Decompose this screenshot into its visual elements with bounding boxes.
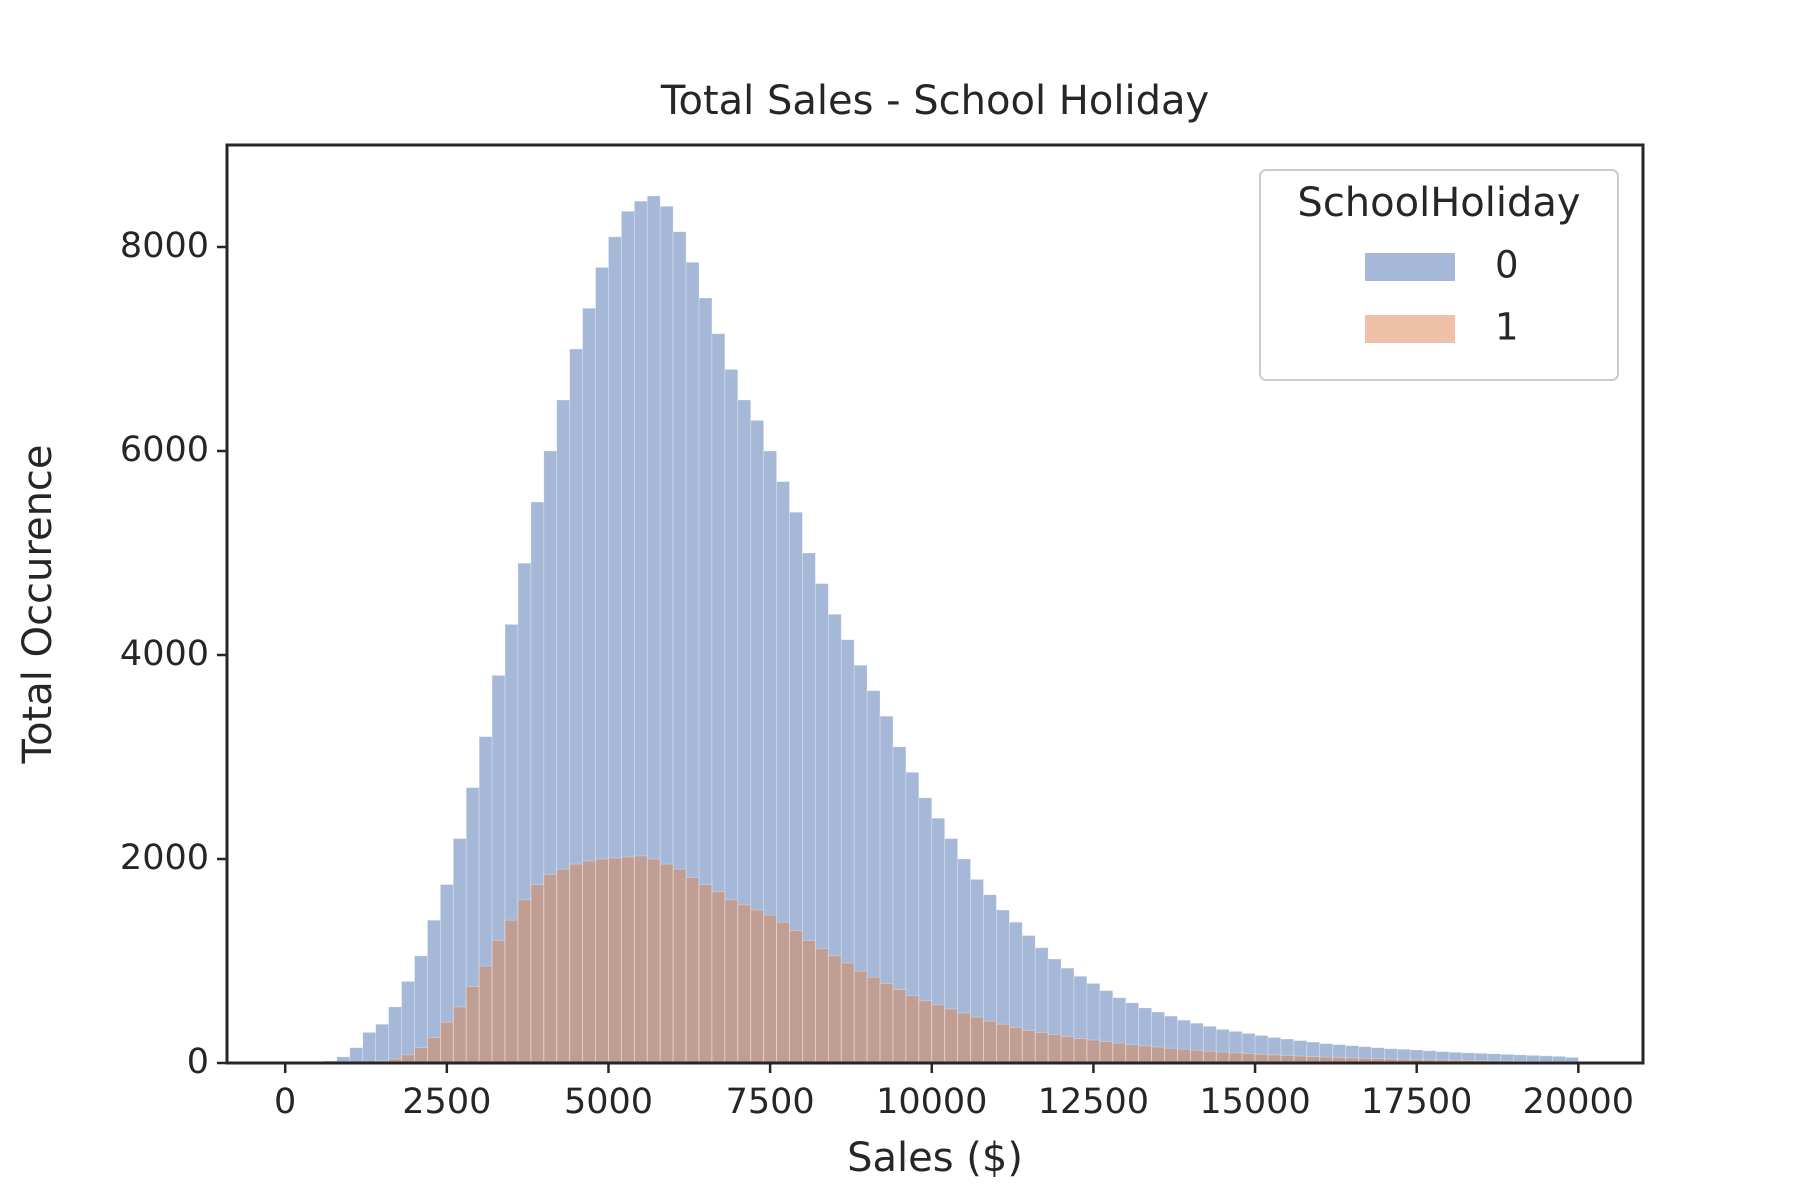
x-tick-label: 12500 xyxy=(1038,1082,1149,1122)
histogram-bar xyxy=(569,863,584,1064)
histogram-bar xyxy=(789,930,803,1064)
histogram-bar xyxy=(827,955,842,1064)
histogram-bar xyxy=(1047,1034,1062,1064)
histogram-bar xyxy=(1008,1026,1023,1064)
histogram-bar xyxy=(1021,1029,1036,1064)
histogram-bar xyxy=(465,986,480,1064)
histogram-bar xyxy=(595,858,609,1064)
histogram-bar xyxy=(1151,1046,1165,1064)
histogram-bar xyxy=(1125,1044,1140,1064)
x-tick-label: 10000 xyxy=(876,1082,987,1122)
y-tick-label: 0 xyxy=(187,1042,209,1082)
histogram-bar xyxy=(659,863,674,1064)
histogram-bar xyxy=(931,1004,946,1064)
legend-swatch xyxy=(1365,315,1455,343)
histogram-bar xyxy=(1073,1038,1088,1064)
histogram-bar xyxy=(401,981,415,1064)
y-tick-label: 4000 xyxy=(120,634,209,674)
histogram-bar xyxy=(556,868,571,1064)
histogram-bar xyxy=(349,1047,364,1064)
histogram-bar xyxy=(892,989,907,1064)
histogram-bar xyxy=(1189,1049,1204,1064)
histogram-bar xyxy=(362,1032,377,1064)
histogram-bar xyxy=(1138,1045,1153,1064)
histogram-bar xyxy=(608,857,622,1064)
histogram-bar xyxy=(724,899,739,1064)
histogram-bar xyxy=(582,860,596,1064)
x-tick-label: 20000 xyxy=(1523,1082,1634,1122)
histogram-bar xyxy=(439,1021,454,1064)
histogram-bar xyxy=(1060,1036,1075,1064)
histogram-bar xyxy=(1177,1048,1191,1064)
plot-frame xyxy=(225,143,1645,1065)
histogram-bar xyxy=(698,884,713,1064)
histogram-bar xyxy=(1112,1042,1127,1064)
x-tick-label: 5000 xyxy=(564,1082,653,1122)
histogram-bar xyxy=(970,1016,984,1064)
y-axis-label: Total Occurence xyxy=(15,444,61,764)
histogram-bar xyxy=(517,899,532,1064)
legend-swatch xyxy=(1365,253,1455,281)
histogram-bar xyxy=(763,914,777,1064)
legend-label: 0 xyxy=(1495,244,1519,287)
histogram-bar xyxy=(1164,1047,1178,1064)
histogram-bar xyxy=(504,919,519,1064)
histogram-bar xyxy=(776,921,790,1064)
y-tick-label: 6000 xyxy=(120,430,209,470)
histogram-bar xyxy=(414,955,428,1064)
histogram-bar xyxy=(646,858,661,1064)
y-tick-label: 8000 xyxy=(120,226,209,266)
histogram-bar xyxy=(750,909,765,1064)
histogram-series xyxy=(362,855,1579,1064)
histogram-bar xyxy=(478,965,493,1064)
histogram-bar xyxy=(388,1006,402,1064)
legend-title: SchoolHoliday xyxy=(1297,180,1580,226)
histogram-bar xyxy=(621,856,635,1064)
histogram-bar xyxy=(737,904,752,1064)
legend-label: 1 xyxy=(1495,306,1519,349)
histogram-bar xyxy=(530,884,545,1064)
histogram-bar xyxy=(983,1020,997,1064)
x-axis-label: Sales ($) xyxy=(847,1135,1023,1181)
histogram-bar xyxy=(879,983,894,1064)
histogram-bar xyxy=(685,876,700,1064)
histogram-bar xyxy=(866,976,881,1064)
histogram-bar xyxy=(918,1000,933,1064)
histogram-bar xyxy=(452,1006,467,1064)
histogram-bar xyxy=(711,891,726,1064)
x-tick-label: 17500 xyxy=(1361,1082,1472,1122)
histogram-bar xyxy=(414,1047,428,1064)
x-tick-label: 2500 xyxy=(402,1082,491,1122)
histogram-bar xyxy=(491,940,506,1064)
histogram-bar xyxy=(905,995,920,1064)
histogram-bar xyxy=(1215,1051,1230,1064)
histogram-bar xyxy=(957,1012,971,1064)
histogram-bar xyxy=(996,1023,1010,1064)
histogram-bar xyxy=(543,873,558,1064)
histogram-bar xyxy=(1228,1052,1243,1064)
histogram-bar xyxy=(1202,1050,1217,1064)
histogram-bar xyxy=(633,855,648,1064)
x-tick-label: 7500 xyxy=(726,1082,815,1122)
chart-title: Total Sales - School Holiday xyxy=(660,78,1209,124)
x-tick-label: 0 xyxy=(274,1082,296,1122)
histogram-bar xyxy=(375,1023,390,1064)
histogram-bar xyxy=(1034,1032,1049,1064)
histogram-bar xyxy=(427,1037,441,1064)
y-tick-label: 2000 xyxy=(120,838,209,878)
histogram-bar xyxy=(672,868,687,1064)
histogram-bar xyxy=(853,970,868,1064)
histogram-bar xyxy=(1099,1041,1114,1064)
histogram-bar xyxy=(814,948,829,1064)
histogram-bar xyxy=(802,940,816,1064)
histogram-bar xyxy=(840,962,855,1064)
x-tick-label: 15000 xyxy=(1199,1082,1310,1122)
histogram-bar xyxy=(944,1008,959,1064)
histogram-bar xyxy=(1086,1039,1101,1064)
